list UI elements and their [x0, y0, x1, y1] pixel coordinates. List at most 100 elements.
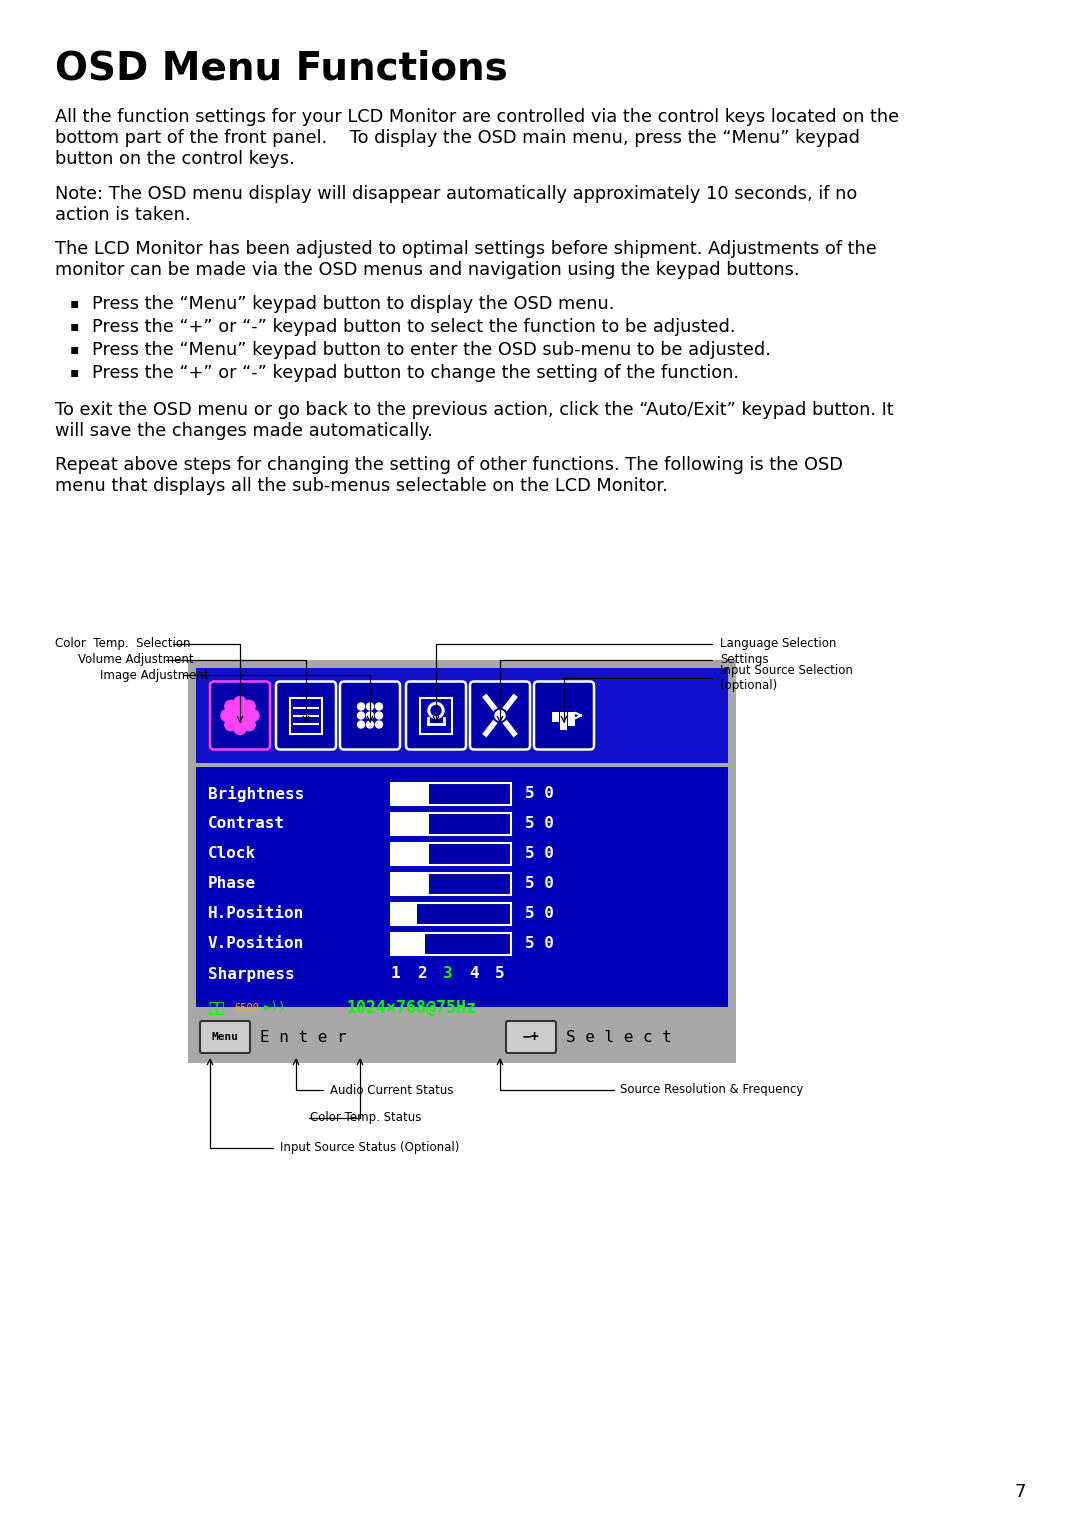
Text: ▪: ▪: [70, 319, 79, 333]
Text: Clock: Clock: [208, 847, 256, 862]
Bar: [291, 697, 322, 733]
Circle shape: [233, 709, 247, 723]
Text: Color Temp. Status: Color Temp. Status: [310, 1111, 421, 1125]
Text: Press the “+” or “-” keypad button to change the setting of the function.: Press the “+” or “-” keypad button to ch…: [92, 364, 739, 382]
Text: 2: 2: [417, 967, 427, 981]
Text: H.Position: H.Position: [208, 906, 305, 921]
Text: V.Position: V.Position: [208, 937, 305, 952]
FancyBboxPatch shape: [534, 681, 594, 750]
FancyBboxPatch shape: [470, 681, 530, 750]
Text: To exit the OSD menu or go back to the previous action, click the “Auto/Exit” ke: To exit the OSD menu or go back to the p…: [55, 400, 893, 419]
Bar: [568, 712, 575, 726]
Bar: [552, 712, 559, 721]
Text: Phase: Phase: [208, 877, 256, 891]
Circle shape: [492, 709, 507, 723]
Text: OSD Menu Functions: OSD Menu Functions: [55, 50, 508, 89]
Circle shape: [357, 721, 365, 727]
Text: will save the changes made automatically.: will save the changes made automatically…: [55, 422, 433, 440]
Text: 5 0: 5 0: [525, 877, 554, 891]
Text: 4: 4: [469, 967, 478, 981]
Circle shape: [376, 721, 382, 727]
Bar: [391, 843, 430, 865]
Text: E n t e r: E n t e r: [260, 1030, 347, 1045]
Circle shape: [357, 712, 365, 720]
Text: button on the control keys.: button on the control keys.: [55, 150, 295, 168]
Text: Input Source Status (Optional): Input Source Status (Optional): [280, 1141, 459, 1155]
Text: Sharpness: Sharpness: [208, 967, 295, 981]
Circle shape: [234, 723, 246, 735]
Circle shape: [225, 718, 237, 730]
Text: Volume Adjustment: Volume Adjustment: [78, 654, 193, 666]
Text: 5 0: 5 0: [525, 906, 554, 921]
Text: Input Source Selection
(optional): Input Source Selection (optional): [720, 665, 853, 692]
Circle shape: [495, 711, 505, 721]
Text: ►)): ►)): [264, 1001, 286, 1015]
Circle shape: [221, 709, 233, 721]
Text: S e l e c t: S e l e c t: [566, 1030, 672, 1045]
Text: ▪: ▪: [70, 342, 79, 356]
Text: Menu: Menu: [212, 1031, 239, 1042]
Text: Color  Temp.  Selection: Color Temp. Selection: [55, 637, 190, 651]
Text: 7: 7: [1014, 1484, 1026, 1500]
Text: 5: 5: [495, 967, 504, 981]
Circle shape: [366, 703, 374, 711]
Text: ∿∿: ∿∿: [208, 1001, 225, 1015]
Text: Contrast: Contrast: [208, 816, 285, 831]
Text: ▪: ▪: [70, 365, 79, 379]
Text: Brightness: Brightness: [208, 785, 305, 802]
Bar: [391, 872, 430, 895]
Text: Press the “+” or “-” keypad button to select the function to be adjusted.: Press the “+” or “-” keypad button to se…: [92, 318, 735, 336]
Bar: [391, 843, 511, 865]
Text: bottom part of the front panel.    To display the OSD main menu, press the “Menu: bottom part of the front panel. To displ…: [55, 128, 860, 147]
Circle shape: [243, 718, 255, 730]
FancyBboxPatch shape: [406, 681, 465, 750]
Text: Language Selection: Language Selection: [720, 637, 836, 651]
FancyBboxPatch shape: [210, 681, 270, 750]
Text: 5 0: 5 0: [525, 787, 554, 802]
Circle shape: [376, 712, 382, 720]
Bar: [188, 660, 735, 1060]
FancyBboxPatch shape: [276, 681, 336, 750]
Bar: [195, 668, 728, 762]
Bar: [391, 934, 424, 955]
Bar: [391, 813, 430, 834]
Text: Source Resolution & Frequency: Source Resolution & Frequency: [620, 1083, 804, 1097]
Bar: [391, 934, 511, 955]
Circle shape: [243, 700, 255, 712]
Bar: [391, 903, 511, 924]
Bar: [195, 767, 728, 1007]
Text: 6500: 6500: [234, 1002, 259, 1013]
Text: ▪: ▪: [70, 296, 79, 310]
Text: 5 0: 5 0: [525, 937, 554, 952]
Text: Repeat above steps for changing the setting of other functions. The following is: Repeat above steps for changing the sett…: [55, 455, 842, 474]
Text: 5 0: 5 0: [525, 847, 554, 862]
Bar: [391, 813, 511, 834]
Circle shape: [376, 703, 382, 711]
FancyBboxPatch shape: [340, 681, 400, 750]
Circle shape: [428, 703, 444, 718]
Text: Press the “Menu” keypad button to enter the OSD sub-menu to be adjusted.: Press the “Menu” keypad button to enter …: [92, 341, 771, 359]
Bar: [391, 782, 511, 805]
Text: action is taken.: action is taken.: [55, 206, 190, 225]
Text: The LCD Monitor has been adjusted to optimal settings before shipment. Adjustmen: The LCD Monitor has been adjusted to opt…: [55, 240, 877, 258]
Text: menu that displays all the sub-menus selectable on the LCD Monitor.: menu that displays all the sub-menus sel…: [55, 477, 667, 495]
Text: Press the “Menu” keypad button to display the OSD menu.: Press the “Menu” keypad button to displa…: [92, 295, 615, 313]
Circle shape: [366, 712, 374, 720]
Text: Audio Current Status: Audio Current Status: [330, 1083, 454, 1097]
Circle shape: [366, 721, 374, 727]
Text: 5 0: 5 0: [525, 816, 554, 831]
Text: 1024×768@75Hz: 1024×768@75Hz: [346, 999, 476, 1018]
Bar: [391, 903, 417, 924]
Text: Image Adjustment: Image Adjustment: [100, 669, 208, 681]
Circle shape: [225, 700, 237, 712]
FancyBboxPatch shape: [507, 1021, 556, 1053]
Text: −+: −+: [523, 1030, 539, 1044]
Bar: [391, 872, 511, 895]
Bar: [561, 712, 567, 729]
Circle shape: [357, 703, 365, 711]
Text: Settings: Settings: [720, 654, 769, 666]
FancyBboxPatch shape: [200, 1021, 249, 1053]
Text: 3: 3: [443, 967, 453, 981]
Bar: [391, 782, 430, 805]
Circle shape: [431, 706, 441, 715]
